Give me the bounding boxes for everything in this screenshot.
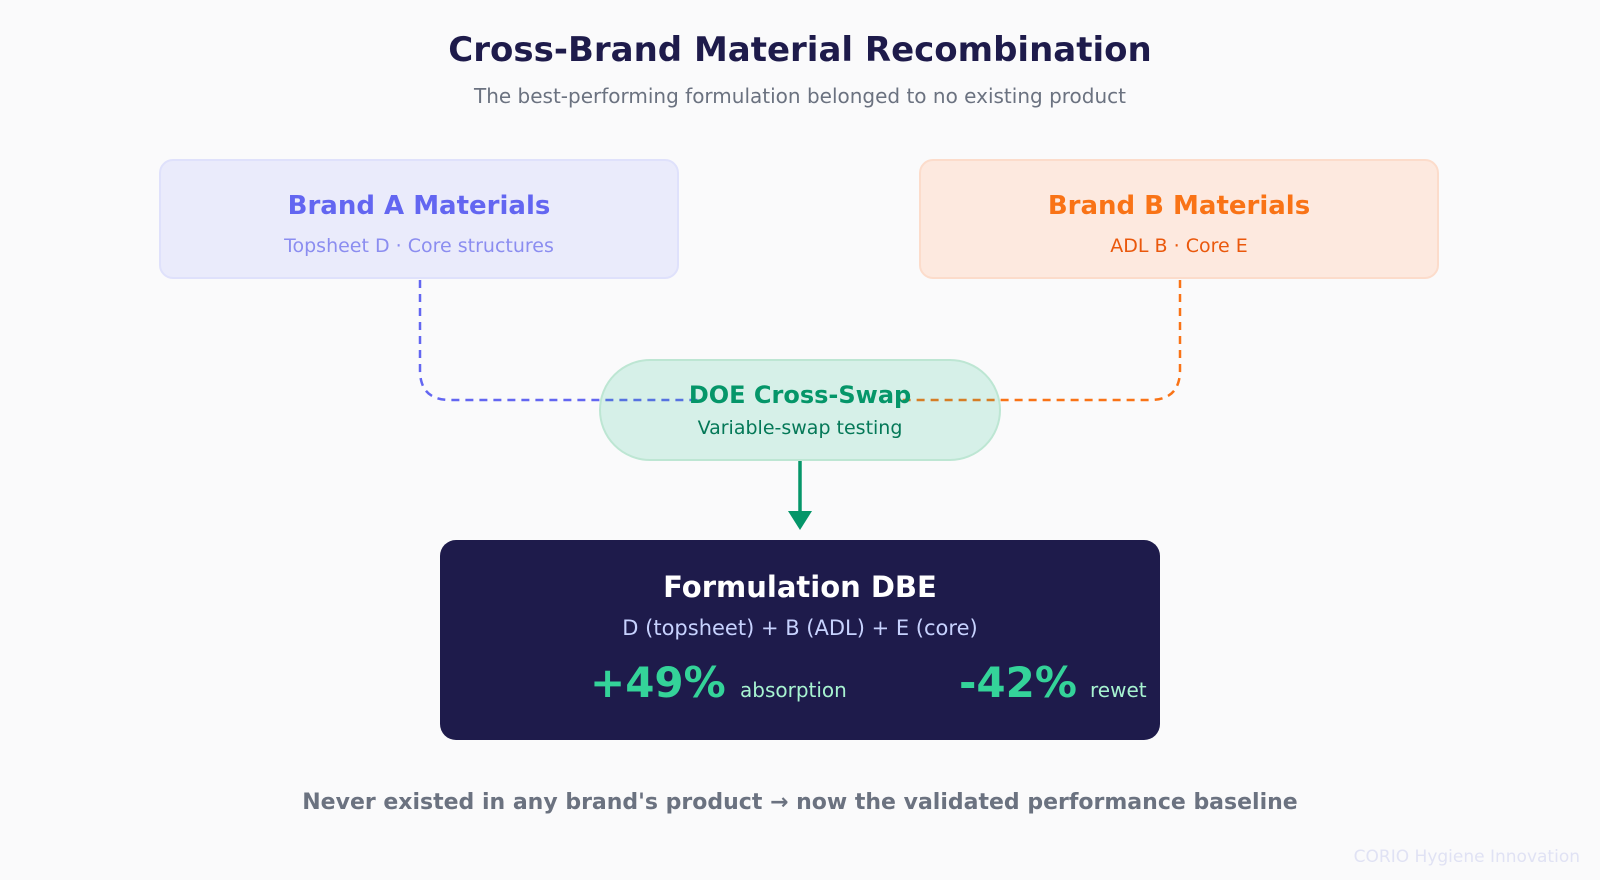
brand-a-box: Brand A Materials Topsheet D · Core stru…: [159, 159, 679, 279]
brand-a-connector: [418, 280, 700, 402]
brand-a-subtitle: Topsheet D · Core structures: [284, 235, 554, 257]
doe-cross-swap-node: DOE Cross-Swap Variable-swap testing: [599, 359, 1001, 461]
brand-b-box: Brand B Materials ADL B · Core E: [919, 159, 1439, 279]
rewet-metric-label: rewet: [1090, 678, 1147, 702]
formulation-formula: D (topsheet) + B (ADL) + E (core): [622, 616, 978, 640]
brand-a-title: Brand A Materials: [287, 191, 551, 221]
absorption-metric-label: absorption: [740, 678, 847, 702]
formulation-result-box: Formulation DBE D (topsheet) + B (ADL) +…: [440, 540, 1160, 740]
doe-title: DOE Cross-Swap: [688, 381, 912, 409]
brand-b-connector: [900, 280, 1182, 402]
doe-subtitle: Variable-swap testing: [697, 417, 903, 439]
diagram-title: Cross-Brand Material Recombination: [448, 30, 1152, 70]
brand-b-subtitle: ADL B · Core E: [1110, 235, 1248, 257]
formulation-title: Formulation DBE: [663, 570, 937, 604]
brand-b-title: Brand B Materials: [1047, 191, 1311, 221]
absorption-metric-value: +49%: [590, 658, 726, 707]
watermark: CORIO Hygiene Innovation: [1353, 847, 1580, 867]
diagram-subtitle: The best-performing formulation belonged…: [473, 84, 1126, 108]
down-arrow-icon: [788, 511, 812, 530]
footer-caption: Never existed in any brand's product → n…: [302, 790, 1298, 815]
rewet-metric-value: -42%: [959, 658, 1077, 707]
